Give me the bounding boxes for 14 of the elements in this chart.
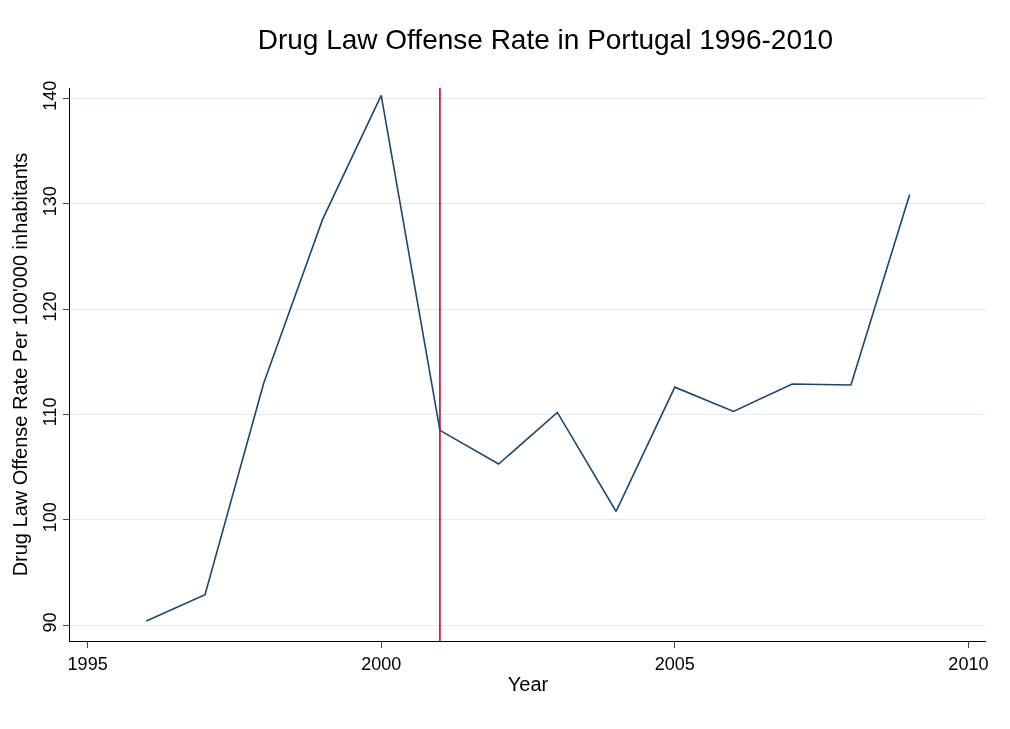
y-tick-label: 100 bbox=[39, 502, 60, 533]
x-tick-label: 2005 bbox=[654, 653, 695, 674]
x-tick-label: 2010 bbox=[948, 653, 989, 674]
y-tick-label: 130 bbox=[39, 186, 60, 217]
y-axis-title: Drug Law Offense Rate Per 100'000 inhabitants bbox=[9, 152, 32, 577]
line-series bbox=[145, 94, 911, 622]
y-tick-label: 140 bbox=[39, 80, 60, 111]
x-axis-title: Year bbox=[507, 673, 549, 696]
y-tick-label: 90 bbox=[39, 612, 60, 633]
y-tick-label: 120 bbox=[39, 291, 60, 322]
chart-title: Drug Law Offense Rate in Portugal 1996-2010 bbox=[257, 23, 834, 55]
x-tick-label: 2000 bbox=[361, 653, 402, 674]
y-tick-label: 110 bbox=[39, 397, 60, 427]
x-tick-label: 1995 bbox=[67, 653, 108, 674]
